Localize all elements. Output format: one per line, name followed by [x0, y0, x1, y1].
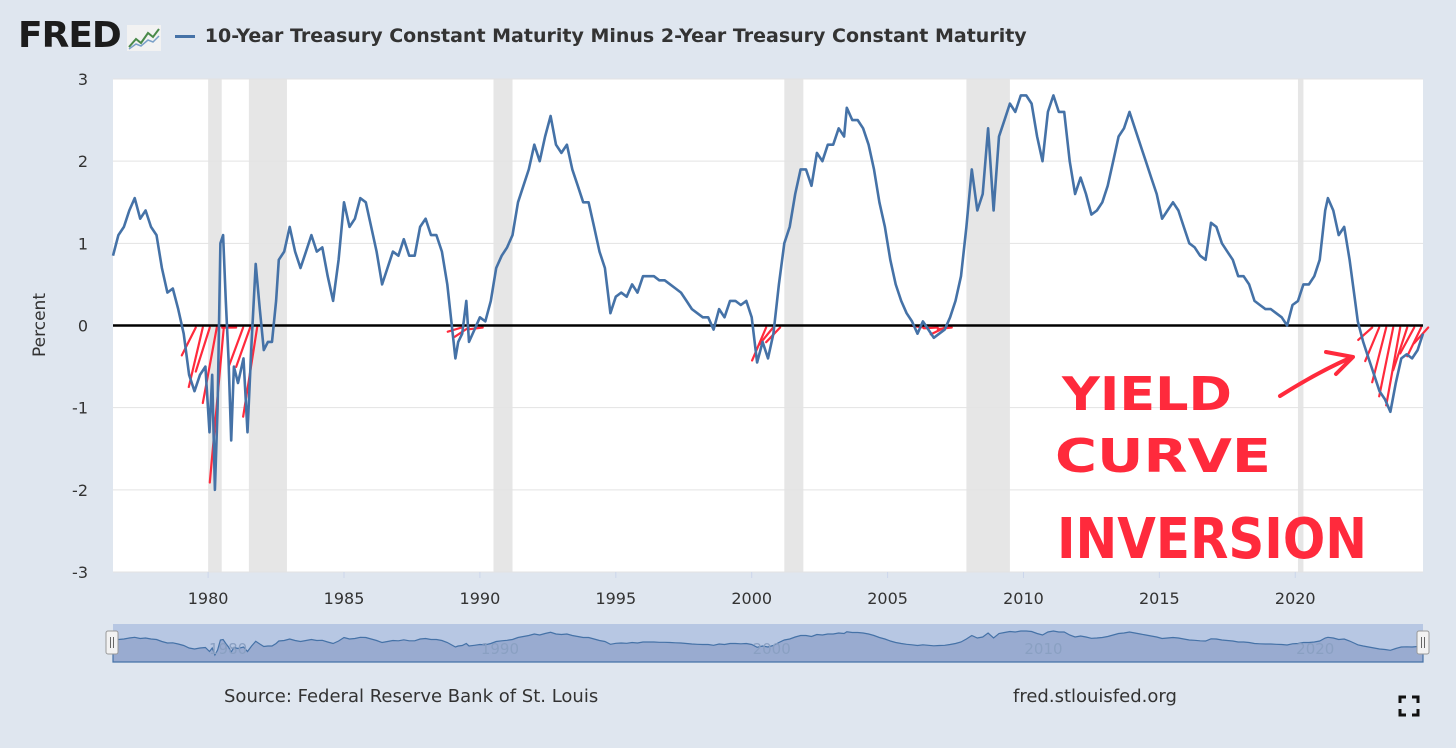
- navigator-label: 2010: [1024, 640, 1062, 658]
- chart-header: FRED 10-Year Treasury Constant Maturity …: [18, 14, 1027, 58]
- inversion-hatch-stroke: [1357, 326, 1374, 342]
- x-tick-label: 2010: [1003, 589, 1044, 608]
- fullscreen-icon[interactable]: [1398, 695, 1420, 717]
- source-url-link[interactable]: fred.stlouisfed.org: [1013, 686, 1177, 707]
- navigator-handle-left[interactable]: [105, 630, 119, 655]
- y-axis-title: Percent: [30, 293, 50, 357]
- x-tick-label: 2015: [1139, 589, 1180, 608]
- navigator-label: 2000: [753, 640, 791, 658]
- navigator-label: 2020: [1296, 640, 1334, 658]
- x-tick-label: 2005: [867, 589, 908, 608]
- y-tick-label: 0: [78, 317, 88, 336]
- y-axis-ticks: 3 2 1 0 -1 -2 -3: [72, 70, 88, 582]
- line-chart-icon: [126, 25, 161, 51]
- navigator-label: 1980: [209, 640, 247, 658]
- x-tick-label: 2000: [731, 589, 772, 608]
- inversion-hatch-stroke: [201, 326, 218, 405]
- inversion-hatch-stroke: [1392, 326, 1409, 372]
- x-axis-ticks: 1980 1985 1990 1995 2000 2005 2010 2015 2020: [188, 572, 1316, 608]
- inversion-hatch-stroke: [235, 326, 252, 368]
- fred-logo[interactable]: FRED: [18, 15, 122, 56]
- legend-swatch: [174, 34, 195, 38]
- inversion-hatch-stroke: [1378, 326, 1395, 398]
- x-tick-label: 1985: [324, 589, 365, 608]
- y-tick-label: 1: [78, 234, 88, 253]
- range-navigator[interactable]: 1980 1990 2000 2010 2020: [105, 624, 1430, 663]
- y-tick-label: -3: [72, 563, 88, 582]
- navigator-label: 1990: [481, 640, 519, 658]
- navigator-handle-right[interactable]: [1416, 630, 1430, 655]
- y-tick-label: 2: [78, 152, 88, 171]
- inversion-hatch-stroke: [1385, 326, 1402, 407]
- annotation-arrow: [1278, 356, 1352, 398]
- inversion-hatch-stroke: [446, 326, 463, 333]
- x-tick-label: 1980: [188, 589, 229, 608]
- source-credit: Source: Federal Reserve Bank of St. Loui…: [224, 686, 599, 707]
- annotation-arrowhead: [1324, 350, 1355, 376]
- gridlines: [113, 78, 1423, 573]
- inversion-hatch-stroke: [180, 326, 197, 357]
- x-tick-label: 1995: [595, 589, 636, 608]
- navigator-labels: 1980 1990 2000 2010 2020: [209, 640, 1334, 658]
- y-tick-label: 3: [78, 70, 88, 89]
- inversion-hatch-stroke: [1399, 326, 1416, 355]
- x-tick-label: 2020: [1275, 589, 1316, 608]
- inversion-hatch-stroke: [194, 326, 211, 373]
- inversion-hatch-stroke: [228, 326, 245, 367]
- yield-curve-inversion-annotation: YIELD CURVE INVERSION: [1055, 350, 1367, 572]
- annotation-line-2: CURVE: [1055, 429, 1271, 483]
- chart-title: 10-Year Treasury Constant Maturity Minus…: [204, 25, 1027, 47]
- x-tick-label: 1990: [460, 589, 501, 608]
- series-line: [111, 94, 1425, 492]
- y-tick-label: -1: [72, 399, 88, 418]
- annotation-line-1: YIELD: [1061, 367, 1232, 421]
- y-tick-label: -2: [72, 481, 88, 500]
- navigator-area: [112, 630, 1424, 663]
- annotation-line-3: INVERSION: [1057, 507, 1367, 572]
